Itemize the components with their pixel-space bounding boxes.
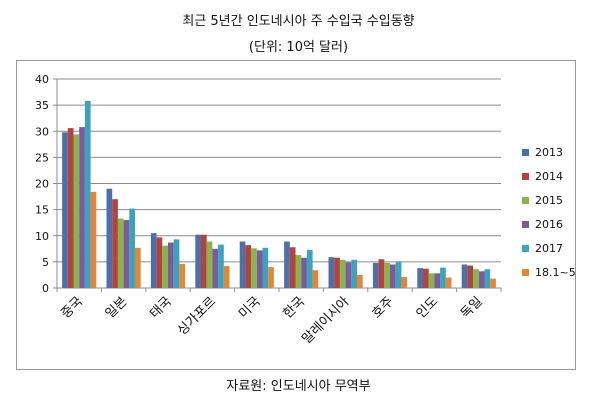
bar [295, 255, 302, 288]
bar [312, 270, 319, 288]
bar [423, 268, 429, 288]
bar [473, 269, 479, 288]
bar [461, 264, 468, 288]
bar [195, 234, 201, 288]
y-tick-label: 40 [35, 73, 49, 86]
bar [206, 241, 213, 288]
bar [306, 249, 313, 288]
bar [73, 134, 80, 288]
bar [106, 188, 113, 288]
chart-title: 최근 5년간 인도네시아 주 수입국 수입동향 [182, 14, 415, 29]
bar [395, 261, 402, 288]
bar [490, 278, 496, 288]
bar [434, 273, 441, 288]
bar [301, 257, 307, 288]
x-category-label: 말레이시아 [300, 294, 353, 347]
bar [179, 263, 186, 288]
bar [245, 245, 252, 288]
legend-label: 2013 [535, 146, 563, 159]
y-tick-label: 25 [35, 151, 49, 164]
bar [256, 250, 263, 288]
legend-label: 2016 [535, 218, 563, 231]
bar [417, 268, 423, 288]
bar [150, 233, 157, 288]
bar [62, 132, 68, 288]
bar [378, 259, 385, 288]
y-tick-label: 20 [35, 178, 49, 191]
y-tick-label: 5 [42, 256, 49, 269]
y-tick-label: 0 [42, 282, 49, 295]
legend-label: 18.1~5 [535, 266, 576, 279]
bar [129, 208, 135, 288]
legend-swatch [522, 245, 529, 252]
x-category-label: 중국 [59, 294, 87, 322]
bar [484, 269, 491, 288]
bar [156, 237, 163, 288]
bar [251, 248, 257, 288]
bar [357, 274, 363, 288]
y-tick-label: 10 [35, 230, 49, 243]
bar [345, 262, 352, 288]
bar [268, 267, 274, 288]
bar [390, 264, 396, 288]
bar [117, 218, 124, 288]
bar [112, 199, 118, 288]
legend-swatch [522, 221, 529, 228]
bar [467, 265, 474, 288]
bar [384, 262, 390, 288]
bar [339, 259, 346, 288]
chart-unit-subtitle: (단위: 10억 달러) [248, 40, 349, 55]
bar [372, 262, 379, 288]
bar [123, 220, 130, 288]
bar [239, 241, 246, 288]
legend-label: 2015 [535, 194, 563, 207]
legend-swatch [522, 197, 529, 204]
bar [79, 127, 85, 288]
x-category-label: 싱가포르 [175, 294, 219, 338]
bar [334, 257, 340, 288]
bar [262, 247, 269, 288]
x-category-label: 일본 [103, 294, 131, 322]
legend-swatch [522, 269, 529, 276]
bar [401, 277, 408, 288]
bar [478, 271, 485, 288]
bar [212, 248, 219, 288]
x-category-label: 한국 [281, 294, 309, 322]
y-tick-label: 30 [35, 125, 49, 138]
x-category-label: 태국 [147, 294, 175, 322]
bar [218, 244, 224, 288]
legend-swatch [522, 173, 529, 180]
chart-frame: 0 5 10 15 20 25 30 35 40 중국 일본 태국 싱가포르 미국 한국 말레이시아 호주 인도 독… [16, 60, 576, 370]
legend-label: 2014 [535, 170, 563, 183]
x-category-label: 독일 [458, 294, 486, 322]
bar [351, 259, 357, 288]
bar [289, 247, 296, 288]
bar [84, 100, 91, 288]
bar [135, 247, 141, 288]
source-caption: 자료원: 인도네시아 무역부 [226, 379, 371, 394]
bar [168, 242, 174, 288]
y-tick-label: 15 [35, 204, 49, 217]
bar [428, 273, 435, 288]
bar [201, 234, 207, 288]
bar [173, 239, 180, 288]
bar [90, 191, 97, 288]
bar [328, 257, 335, 288]
x-category-label: 인도 [414, 294, 442, 322]
x-category-label: 호주 [369, 294, 397, 322]
bar [223, 266, 230, 288]
legend-swatch [522, 149, 529, 156]
legend-label: 2017 [535, 242, 563, 255]
bar [67, 128, 74, 288]
y-tick-label: 35 [35, 99, 49, 112]
x-category-label: 미국 [236, 294, 264, 322]
bar [284, 241, 290, 288]
bar [162, 245, 168, 288]
bar [440, 267, 446, 288]
bar [445, 277, 452, 288]
